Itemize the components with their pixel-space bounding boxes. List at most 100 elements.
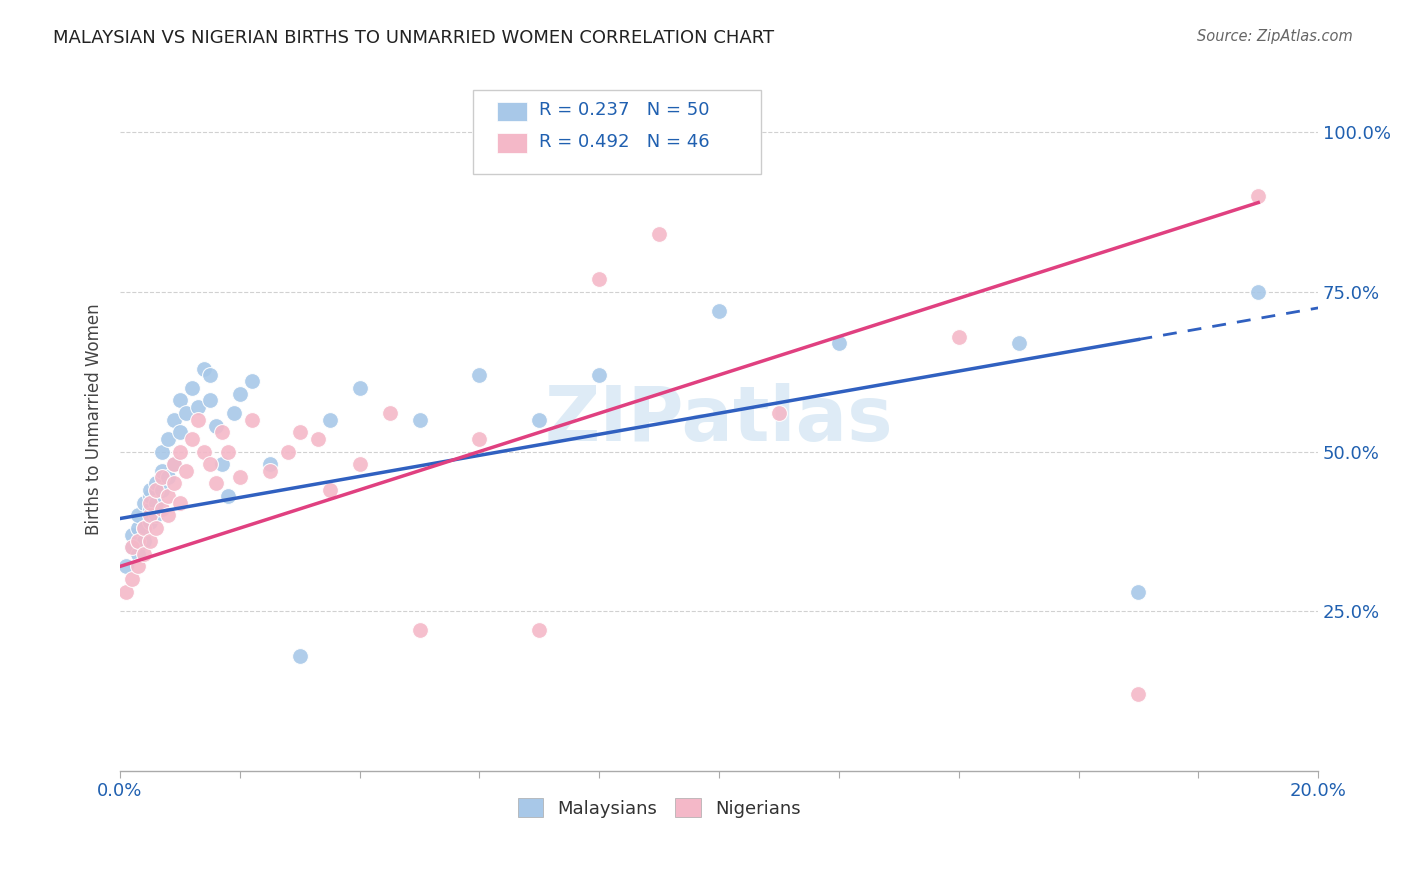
Point: [707, 304, 730, 318]
Text: ZIPatlas: ZIPatlas: [544, 383, 893, 457]
Point: [408, 412, 430, 426]
Point: [169, 393, 191, 408]
Point: [198, 458, 221, 472]
Point: [349, 458, 371, 472]
Point: [132, 521, 155, 535]
Point: [163, 476, 186, 491]
Point: [139, 502, 162, 516]
Point: [145, 508, 167, 523]
Point: [229, 387, 252, 401]
Point: [174, 464, 197, 478]
Point: [211, 458, 233, 472]
Point: [217, 489, 239, 503]
Point: [127, 547, 149, 561]
Point: [139, 483, 162, 497]
Point: [204, 476, 226, 491]
Point: [163, 458, 186, 472]
Point: [288, 648, 311, 663]
Point: [150, 483, 173, 497]
Point: [468, 368, 491, 382]
Point: [211, 425, 233, 440]
Point: [132, 533, 155, 548]
Point: [132, 547, 155, 561]
Point: [169, 444, 191, 458]
Point: [121, 572, 143, 586]
Point: [1128, 687, 1150, 701]
Point: [115, 559, 138, 574]
Point: [378, 406, 401, 420]
Point: [150, 464, 173, 478]
Point: [277, 444, 299, 458]
Point: [150, 470, 173, 484]
Point: [187, 400, 209, 414]
Text: R = 0.237   N = 50: R = 0.237 N = 50: [540, 101, 710, 119]
Point: [132, 521, 155, 535]
Text: Source: ZipAtlas.com: Source: ZipAtlas.com: [1197, 29, 1353, 44]
Point: [349, 381, 371, 395]
Point: [156, 432, 179, 446]
Point: [1247, 285, 1270, 299]
Point: [1007, 336, 1029, 351]
Point: [139, 508, 162, 523]
Point: [169, 425, 191, 440]
Point: [121, 541, 143, 555]
Point: [307, 432, 329, 446]
Point: [145, 521, 167, 535]
Point: [139, 489, 162, 503]
Point: [318, 483, 340, 497]
Point: [163, 458, 186, 472]
Point: [468, 432, 491, 446]
Point: [187, 412, 209, 426]
Legend: Malaysians, Nigerians: Malaysians, Nigerians: [510, 791, 808, 825]
Text: MALAYSIAN VS NIGERIAN BIRTHS TO UNMARRIED WOMEN CORRELATION CHART: MALAYSIAN VS NIGERIAN BIRTHS TO UNMARRIE…: [53, 29, 775, 46]
Point: [121, 527, 143, 541]
Point: [529, 412, 551, 426]
Point: [828, 336, 851, 351]
Point: [180, 381, 202, 395]
Point: [948, 329, 970, 343]
Point: [132, 495, 155, 509]
Point: [145, 495, 167, 509]
Point: [156, 470, 179, 484]
Point: [169, 495, 191, 509]
Point: [229, 470, 252, 484]
Point: [529, 624, 551, 638]
Point: [156, 489, 179, 503]
Point: [163, 412, 186, 426]
Point: [127, 521, 149, 535]
Point: [217, 444, 239, 458]
Point: [588, 368, 610, 382]
Point: [127, 508, 149, 523]
Bar: [498, 102, 527, 121]
Point: [193, 361, 215, 376]
Point: [150, 502, 173, 516]
Point: [288, 425, 311, 440]
Point: [259, 464, 281, 478]
Point: [121, 541, 143, 555]
Point: [259, 458, 281, 472]
Point: [240, 374, 263, 388]
Point: [768, 406, 790, 420]
Text: R = 0.492   N = 46: R = 0.492 N = 46: [540, 133, 710, 152]
Point: [150, 444, 173, 458]
Y-axis label: Births to Unmarried Women: Births to Unmarried Women: [86, 304, 103, 535]
Point: [139, 515, 162, 529]
Point: [222, 406, 245, 420]
Point: [588, 272, 610, 286]
Point: [240, 412, 263, 426]
Point: [1247, 189, 1270, 203]
Point: [127, 559, 149, 574]
Point: [318, 412, 340, 426]
Point: [198, 393, 221, 408]
Point: [145, 476, 167, 491]
Point: [204, 419, 226, 434]
Bar: [498, 133, 527, 153]
Point: [145, 483, 167, 497]
Point: [139, 533, 162, 548]
Point: [115, 585, 138, 599]
Point: [180, 432, 202, 446]
Point: [174, 406, 197, 420]
Point: [193, 444, 215, 458]
Point: [198, 368, 221, 382]
Point: [648, 227, 671, 242]
